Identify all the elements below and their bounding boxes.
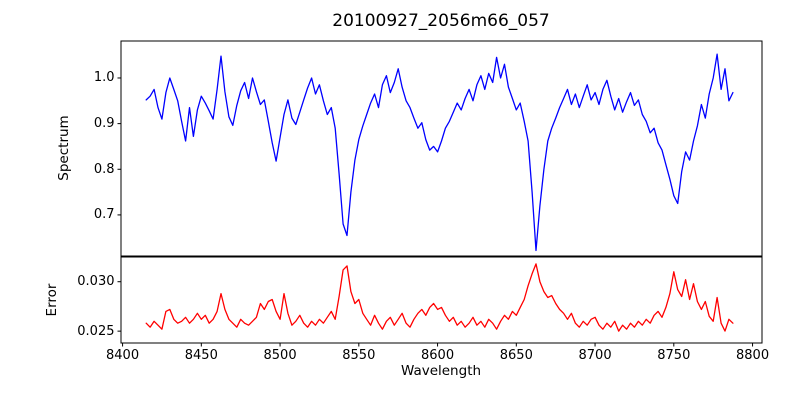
x-tick-label: 8550 [342,348,376,363]
y-tick-label: 1.0 [93,70,115,86]
y-tick-label: 0.9 [93,116,115,132]
y-tick-label: 0.7 [93,207,115,223]
x-tick-label: 8800 [736,348,770,363]
x-tick-label: 8750 [657,348,691,363]
error-line [145,263,734,332]
axes-spines-error [120,256,763,344]
x-tick-label: 8400 [106,348,140,363]
x-tick-label: 8650 [499,348,533,363]
y-tick-label: 0.030 [77,274,115,290]
y-tick-label: 0.025 [77,323,115,339]
y-tick-label: 0.8 [93,161,115,177]
x-tick-label: 8500 [263,348,297,363]
axes-spines-spectrum [120,40,763,257]
x-axis-label: Wavelength [400,363,482,379]
chart-title: 20100927_2056m66_057 [332,11,550,31]
x-tick-label: 8700 [578,348,612,363]
spectrum-line [145,53,734,252]
x-tick-label: 8600 [421,348,455,363]
x-tick-label: 8450 [184,348,218,363]
